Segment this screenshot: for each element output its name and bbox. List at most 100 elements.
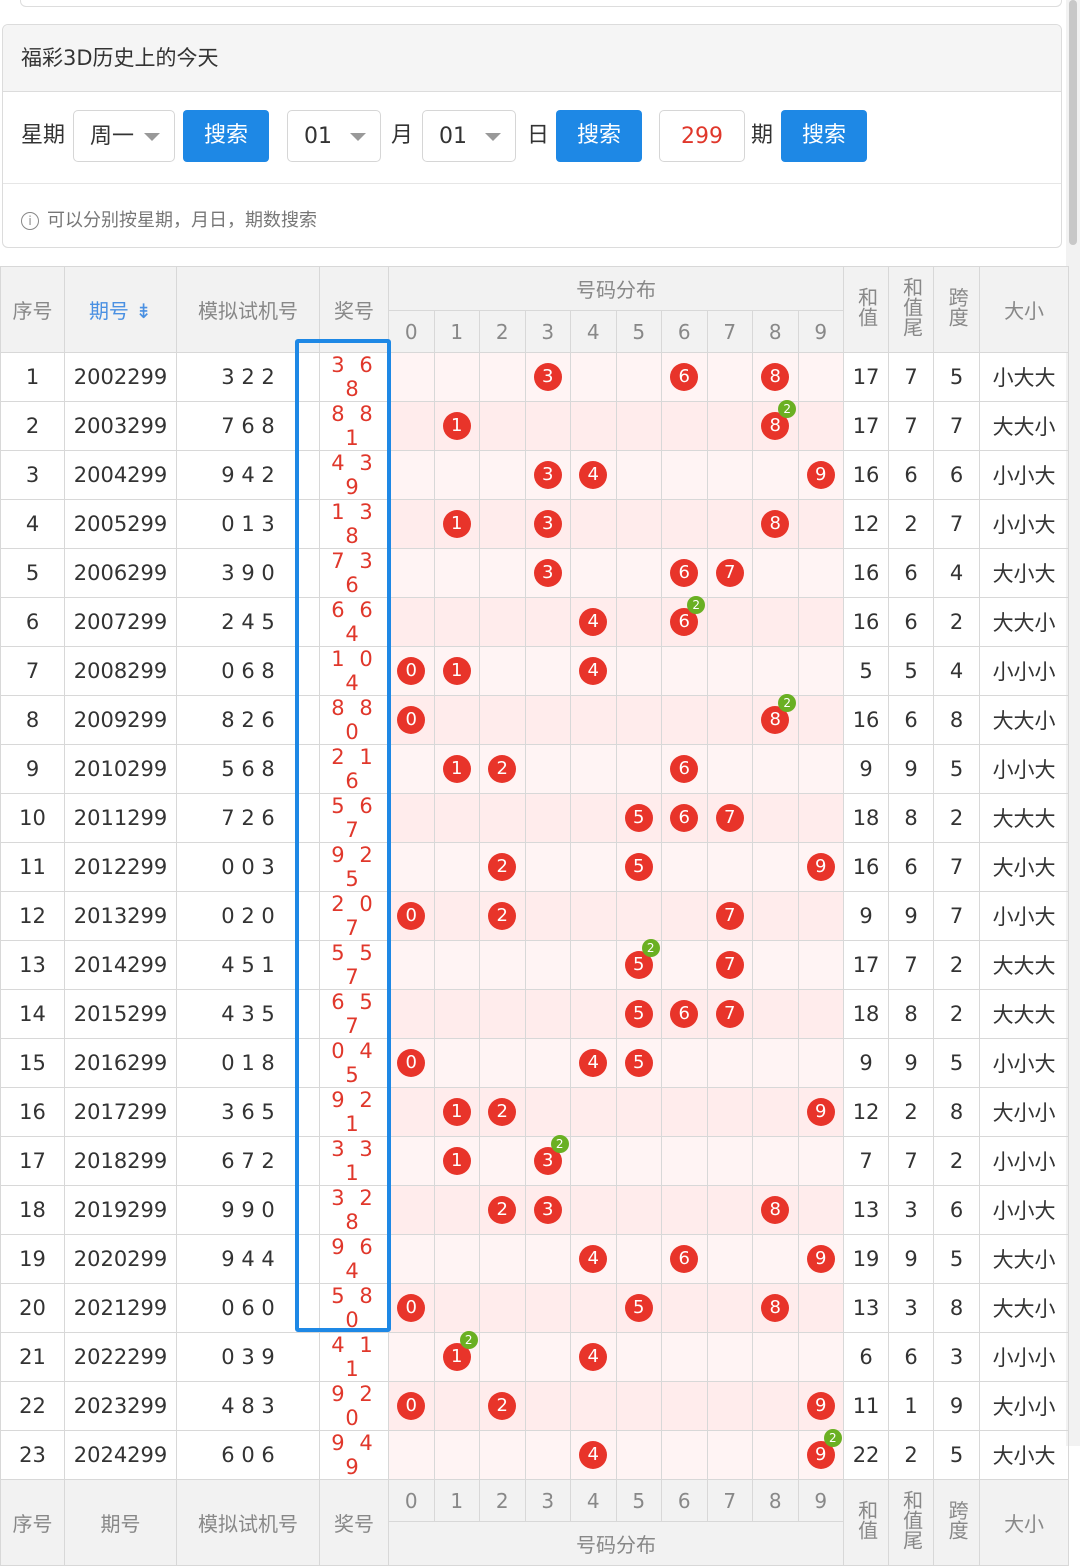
dist-cell (479, 1234, 526, 1284)
scrollbar[interactable] (1066, 0, 1080, 1446)
dist-cell: 2 (479, 1087, 526, 1137)
cell-prize: 1 3 8 (319, 499, 389, 549)
cell-size: 小小大 (979, 450, 1070, 500)
dist-cell (752, 744, 799, 794)
cell-sim: 2 4 5 (176, 597, 320, 647)
col-issue-sortable[interactable]: 期号 ⇟ (64, 266, 177, 353)
dist-cell (433, 1283, 480, 1333)
cell-sum-tail: 3 (888, 1283, 935, 1333)
cell-seq: 16 (0, 1087, 65, 1137)
dist-cell: 6 (661, 793, 708, 843)
dist-cell (615, 695, 662, 745)
cell-seq: 17 (0, 1136, 65, 1186)
number-ball: 9 (806, 853, 835, 881)
cell-span: 8 (933, 1283, 981, 1333)
cell-seq: 19 (0, 1234, 65, 1284)
cell-prize: 4 3 9 (319, 450, 389, 500)
scrollbar-thumb[interactable] (1069, 0, 1077, 245)
cell-sim: 5 6 8 (176, 744, 320, 794)
dist-cell (570, 891, 617, 941)
month-select-value: 01 (304, 124, 332, 149)
dist-cell: 1 (433, 499, 480, 549)
dist-cell (797, 1283, 845, 1333)
month-select[interactable]: 01 (287, 110, 381, 162)
cell-issue: 2006299 (64, 548, 177, 598)
dist-cell (433, 1430, 480, 1480)
cell-size: 大大小 (979, 695, 1070, 745)
dist-cell (388, 1136, 435, 1186)
dist-cell (388, 450, 435, 500)
dist-cell (524, 842, 571, 892)
number-ball: 0 (397, 706, 426, 734)
dist-cell: 0 (388, 646, 435, 696)
day-select[interactable]: 01 (422, 110, 516, 162)
cell-issue: 2015299 (64, 989, 177, 1039)
digit-footer: 3 (524, 1479, 571, 1522)
dist-cell (706, 1038, 753, 1088)
dist-cell (570, 1136, 617, 1186)
cell-sum-tail: 7 (888, 401, 935, 451)
dist-cell (752, 1136, 799, 1186)
cell-sum-tail: 1 (888, 1381, 935, 1431)
issue-input[interactable]: 299 (659, 110, 745, 162)
info-icon: i (21, 212, 39, 230)
week-select[interactable]: 周一 (73, 110, 175, 162)
cell-sum: 13 (843, 1185, 890, 1235)
dist-cell (479, 1038, 526, 1088)
dist-cell (752, 1234, 799, 1284)
cell-span: 2 (933, 597, 981, 647)
dist-cell (479, 989, 526, 1039)
number-ball: 4 (579, 1441, 608, 1469)
foot-col-dist: 号码分布 (387, 1521, 845, 1566)
dist-cell: 8 (752, 1283, 799, 1333)
dist-cell (797, 793, 845, 843)
dist-cell: 4 (570, 1038, 617, 1088)
cell-seq: 1 (0, 352, 65, 402)
search-week-button[interactable]: 搜索 (183, 110, 269, 162)
dist-cell (433, 352, 480, 402)
search-issue-button[interactable]: 搜索 (781, 110, 867, 162)
number-ball: 8 (761, 510, 790, 538)
cell-span: 5 (933, 1038, 981, 1088)
dist-cell (433, 842, 480, 892)
cell-prize: 5 5 7 (319, 940, 389, 990)
cell-sum: 13 (843, 1283, 890, 1333)
foot-col-size: 大小 (979, 1479, 1070, 1566)
number-ball: 4 (579, 657, 608, 685)
dist-cell: 6 (661, 1234, 708, 1284)
number-ball: 2 (488, 1196, 517, 1224)
dist-cell (524, 891, 571, 941)
col-prize: 奖号 (319, 266, 389, 353)
dist-cell (752, 646, 799, 696)
dist-cell (479, 352, 526, 402)
dist-cell (661, 1381, 708, 1431)
search-date-button[interactable]: 搜索 (556, 110, 642, 162)
cell-prize: 7 3 6 (319, 548, 389, 598)
cell-seq: 8 (0, 695, 65, 745)
number-ball: 7 (715, 804, 744, 832)
cell-sim: 3 9 0 (176, 548, 320, 598)
cell-sum-tail: 7 (888, 352, 935, 402)
cell-sum: 16 (843, 842, 890, 892)
foot-col-sum-tail: 和值尾 (888, 1479, 935, 1566)
dist-cell (752, 891, 799, 941)
cell-size: 大大大 (979, 793, 1070, 843)
panel-footer: i 可以分别按星期，月日，期数搜索 (3, 183, 1061, 247)
dist-cell (661, 842, 708, 892)
cell-span: 7 (933, 842, 981, 892)
dist-cell (388, 499, 435, 549)
cell-seq: 22 (0, 1381, 65, 1431)
cell-seq: 10 (0, 793, 65, 843)
cell-sum: 12 (843, 499, 890, 549)
dist-cell (706, 1087, 753, 1137)
digit-header: 7 (706, 310, 753, 353)
number-ball: 6 (670, 755, 699, 783)
